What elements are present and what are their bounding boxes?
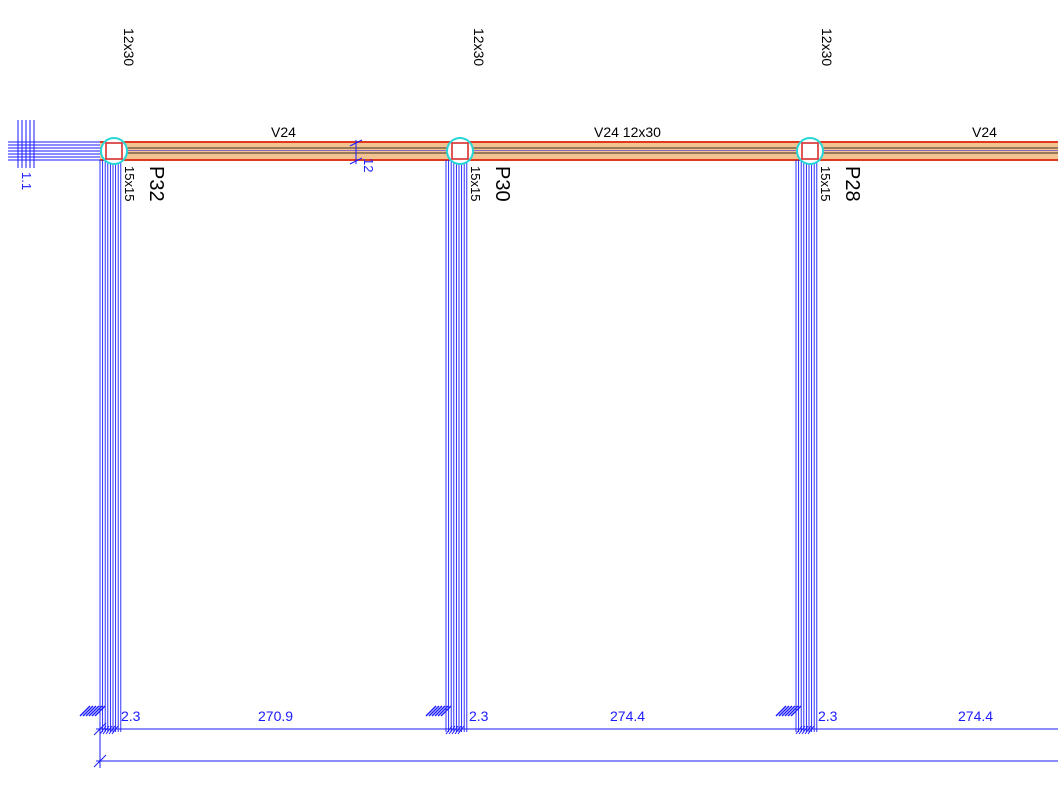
small-dimension (349, 139, 363, 165)
column-section-square (451, 142, 469, 160)
column-base-hatch (428, 705, 440, 717)
column-p28: P28 15x15 (775, 137, 863, 735)
column-base-hatch (111, 725, 119, 735)
column-base-hatch (82, 705, 94, 717)
top-section-label: 12x30 (121, 28, 137, 66)
beam-label: V24 (972, 124, 997, 140)
column-p30: P30 15x15 (425, 137, 513, 735)
column-p32: P32 15x15 (79, 137, 167, 735)
column-base-hatch (795, 725, 803, 735)
column-base-hatch (425, 705, 437, 717)
column-base-hatch (79, 705, 91, 717)
top-section-label: 12x30 (471, 28, 487, 66)
column-base-hatch (787, 705, 799, 717)
column-base-hatch (448, 725, 456, 735)
dimension-tick (93, 754, 107, 768)
column-dimension-label: 2.3 (818, 708, 838, 724)
column-base-hatch (798, 725, 806, 735)
column-base-hatch (437, 705, 449, 717)
column-name-label: P32 (145, 166, 167, 202)
column-base-hatch (105, 725, 113, 735)
column-base-hatch (88, 705, 100, 717)
span-dimension-label: 270.9 (258, 708, 293, 724)
beam-label: V24 (271, 124, 296, 140)
column-dimension-label: 2.3 (469, 708, 489, 724)
column-base-hatch (807, 725, 815, 735)
column-name-label: P28 (841, 166, 863, 202)
column-base-hatch (804, 725, 812, 735)
column-base-hatch (451, 725, 459, 735)
beam-span-labels: V24 V24 12x30 V24 (271, 124, 997, 140)
column-base-hatch (108, 725, 116, 735)
columns-layer: P32 15x15 P30 15x15 P28 15x15 (79, 137, 863, 735)
beam-label-with-section: V24 12x30 (594, 124, 661, 140)
left-fragment-label: 1.1 (19, 172, 34, 190)
column-base-hatch (801, 725, 809, 735)
small-dimension-label: 12 (361, 158, 376, 172)
top-section-labels: 12x30 12x30 12x30 (121, 28, 835, 66)
bottom-dimension-lines (93, 722, 1058, 768)
column-base-hatch (781, 705, 793, 717)
column-base-hatch (431, 705, 443, 717)
column-section-label: 15x15 (818, 166, 833, 201)
column-base-hatch (440, 705, 452, 717)
column-section-label: 15x15 (122, 166, 137, 201)
dimension-tick (93, 722, 107, 736)
column-section-square (801, 142, 819, 160)
column-base-hatch (91, 705, 103, 717)
column-base-hatch (790, 705, 802, 717)
left-beam-fragment (8, 120, 100, 168)
column-section-square (105, 142, 123, 160)
column-base-hatch (85, 705, 97, 717)
beam-v24 (100, 141, 1058, 161)
column-base-hatch (434, 705, 446, 717)
span-dimension-label: 274.4 (610, 708, 645, 724)
column-base-hatch (457, 725, 465, 735)
column-section-label: 15x15 (468, 166, 483, 201)
bottom-dimension-labels: 2.3 270.9 2.3 274.4 2.3 274.4 (121, 708, 993, 724)
column-base-hatch (778, 705, 790, 717)
column-dimension-label: 2.3 (121, 708, 141, 724)
column-base-hatch (99, 725, 107, 735)
span-dimension-label: 274.4 (958, 708, 993, 724)
column-base-hatch (454, 725, 462, 735)
beam-fill (100, 142, 1058, 160)
column-base-hatch (445, 725, 453, 735)
column-base-hatch (94, 705, 106, 717)
column-base-hatch (102, 725, 110, 735)
column-base-hatch (775, 705, 787, 717)
column-base-hatch (784, 705, 796, 717)
top-section-label: 12x30 (819, 28, 835, 66)
column-name-label: P30 (491, 166, 513, 202)
